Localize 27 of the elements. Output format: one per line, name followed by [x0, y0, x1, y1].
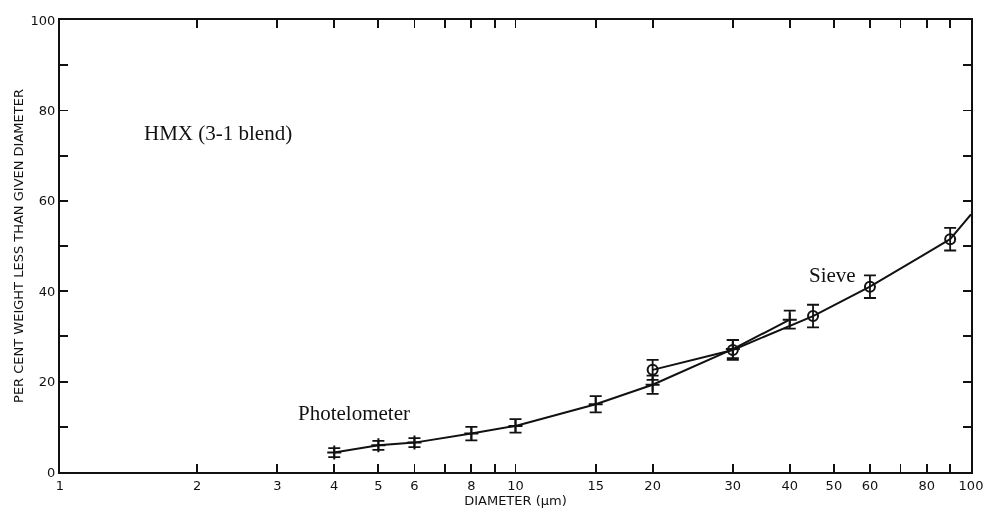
x-tick-label: 60: [861, 477, 879, 493]
series-label: Sieve: [809, 263, 856, 287]
x-tick-label: 20: [644, 477, 661, 493]
x-tick-label: 80: [918, 477, 936, 493]
x-tick-label: 50: [825, 477, 843, 493]
x-tick-label: 30: [724, 477, 742, 493]
y-tick-label: 60: [38, 193, 56, 209]
x-tick-label: 40: [781, 477, 799, 493]
y-tick-label: 0: [47, 464, 56, 480]
x-tick-label: 3: [273, 477, 282, 493]
x-axis-title: DIAMETER (μm): [464, 492, 567, 508]
x-tick-label: 10: [507, 477, 524, 493]
y-tick-label: 80: [38, 102, 56, 118]
x-tick-label: 4: [330, 477, 339, 493]
x-tick-label: 2: [192, 477, 202, 493]
y-tick-label: 100: [30, 12, 56, 28]
x-tick-label: 6: [410, 477, 419, 493]
x-tick-label: 100: [958, 477, 984, 493]
x-tick-label: 1: [55, 477, 65, 493]
x-tick-label: 15: [587, 477, 604, 493]
y-tick-label: 20: [38, 374, 56, 390]
x-tick-label: 5: [374, 477, 383, 493]
y-axis-title: PER CENT WEIGHT LESS THAN GIVEN DIAMETER: [11, 89, 27, 403]
series-label: Photelometer: [298, 401, 410, 425]
annotation: HMX (3-1 blend): [144, 121, 293, 145]
y-tick-label: 40: [38, 283, 56, 299]
x-tick-label: 8: [467, 477, 476, 493]
